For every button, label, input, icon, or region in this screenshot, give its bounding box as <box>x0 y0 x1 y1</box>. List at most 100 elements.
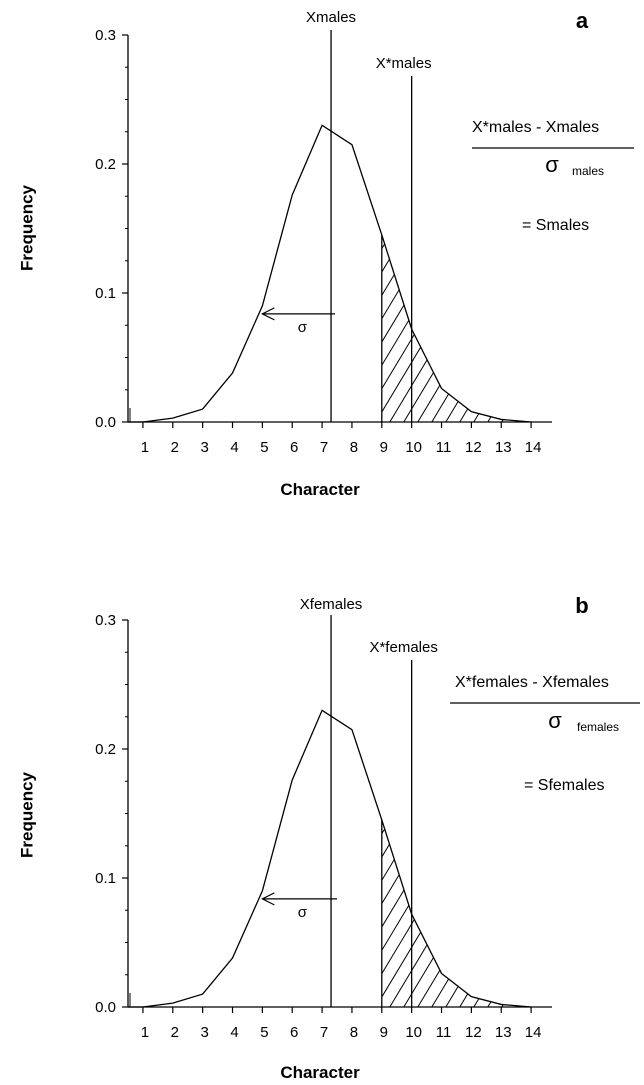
selected-label: X*females <box>369 639 437 656</box>
hatch-line <box>381 234 529 422</box>
y-tick-label: 0.0 <box>95 999 116 1016</box>
hatch-line <box>381 819 389 1007</box>
x-tick-label: 4 <box>230 1024 238 1041</box>
formula-numerator: X*males - Xmales <box>472 119 599 136</box>
x-tick-label: 7 <box>320 1024 328 1041</box>
hatch-line <box>600 707 644 1007</box>
hatch-line <box>487 819 532 1007</box>
x-tick-label: 14 <box>525 1024 542 1041</box>
x-tick-label: 11 <box>436 1024 452 1041</box>
hatch-line <box>381 819 501 1007</box>
formula-sigma: σ <box>548 708 562 733</box>
formula-subscript: females <box>577 720 619 734</box>
hatch-line <box>381 819 403 1007</box>
hatch-line <box>110 122 290 422</box>
hatch-line <box>110 707 290 1007</box>
formula-sigma: σ <box>545 152 559 177</box>
distribution-curve <box>128 709 532 1008</box>
formula-subscript: males <box>572 164 604 178</box>
panel-label: a <box>576 8 589 33</box>
x-tick-label: 3 <box>200 439 208 456</box>
x-axis-title: Character <box>280 1063 360 1082</box>
x-tick-label: 5 <box>260 439 268 456</box>
y-tick-label: 0.2 <box>95 156 116 173</box>
hatch-line <box>166 707 346 1007</box>
mean-label: Xmales <box>306 9 356 26</box>
chart-panel-a: a0.00.10.20.31 2 3 4 5 6 7 8 9 10 11 12 13 14Characte… <box>17 8 644 499</box>
y-tick-label: 0.1 <box>95 870 116 887</box>
x-tick-label: 3 <box>200 1024 208 1041</box>
sigma-arrow-head <box>261 892 275 906</box>
hatch-line <box>166 122 346 422</box>
hatch-line <box>138 122 318 422</box>
y-axis-title: Frequency <box>17 771 36 858</box>
x-tick-label: 1 <box>141 1024 149 1041</box>
hatch-line <box>431 819 532 1007</box>
x-tick-label: 13 <box>495 439 512 456</box>
hatch-line <box>381 234 403 422</box>
x-tick-label: 13 <box>495 1024 512 1041</box>
hatch-line <box>417 819 532 1007</box>
hatch-line <box>558 707 644 1007</box>
hatch-line <box>586 707 644 1007</box>
hatch-line <box>194 707 374 1007</box>
hatch-line <box>628 707 644 1007</box>
hatch-line <box>628 122 644 422</box>
hatched-area <box>96 122 644 422</box>
hatch-line <box>459 819 532 1007</box>
hatch-line <box>473 234 532 422</box>
hatch-line <box>381 234 389 422</box>
x-tick-label: 5 <box>260 1024 268 1041</box>
x-axis-title: Character <box>280 480 360 499</box>
sigma-arrow-head <box>261 307 275 321</box>
hatch-line <box>381 234 501 422</box>
y-tick-label: 0.3 <box>95 612 116 629</box>
hatch-line <box>381 234 515 422</box>
hatch-line <box>614 707 644 1007</box>
hatch-line <box>445 819 532 1007</box>
hatch-line <box>194 122 374 422</box>
hatch-line <box>381 819 532 1007</box>
hatch-line <box>389 234 532 422</box>
hatch-line <box>124 707 304 1007</box>
hatch-line <box>473 819 532 1007</box>
x-tick-label: 9 <box>380 439 388 456</box>
hatch-line <box>138 707 318 1007</box>
x-tick-label: 12 <box>465 1024 482 1041</box>
hatch-line <box>381 819 529 1007</box>
hatch-line <box>572 707 644 1007</box>
hatch-line <box>381 819 515 1007</box>
y-tick-label: 0.1 <box>95 285 116 302</box>
formula-result: = Sfemales <box>524 777 604 794</box>
hatch-line <box>381 819 532 1007</box>
x-tick-label: 6 <box>290 439 298 456</box>
hatch-line <box>180 122 360 422</box>
x-tick-label: 8 <box>350 1024 358 1041</box>
x-tick-label: 11 <box>436 439 452 456</box>
hatch-line <box>515 819 532 1007</box>
hatched-area <box>96 707 644 1007</box>
chart-panel-b: b0.00.10.20.31 2 3 4 5 6 7 8 9 10 11 12 13 14Characte… <box>17 593 644 1082</box>
y-tick-label: 0.0 <box>95 414 116 431</box>
x-tick-label: 10 <box>405 439 422 456</box>
x-tick-label: 2 <box>171 1024 179 1041</box>
y-tick-label: 0.2 <box>95 741 116 758</box>
panel-label: b <box>575 593 588 618</box>
sigma-arrow-label: σ <box>298 319 308 336</box>
hatch-line <box>614 122 644 422</box>
x-tick-label: 4 <box>230 439 238 456</box>
x-tick-label: 2 <box>171 439 179 456</box>
hatch-line <box>600 122 644 422</box>
hatch-line <box>96 707 276 1007</box>
hatch-line <box>381 234 532 422</box>
formula-result: = Smales <box>522 217 589 234</box>
x-tick-label: 12 <box>465 439 482 456</box>
x-tick-label: 7 <box>320 439 328 456</box>
hatch-line <box>544 707 644 1007</box>
hatch-line <box>96 122 276 422</box>
hatch-line <box>529 819 532 1007</box>
selected-label: X*males <box>376 55 432 72</box>
hatch-line <box>389 819 532 1007</box>
x-tick-label: 1 <box>141 439 149 456</box>
